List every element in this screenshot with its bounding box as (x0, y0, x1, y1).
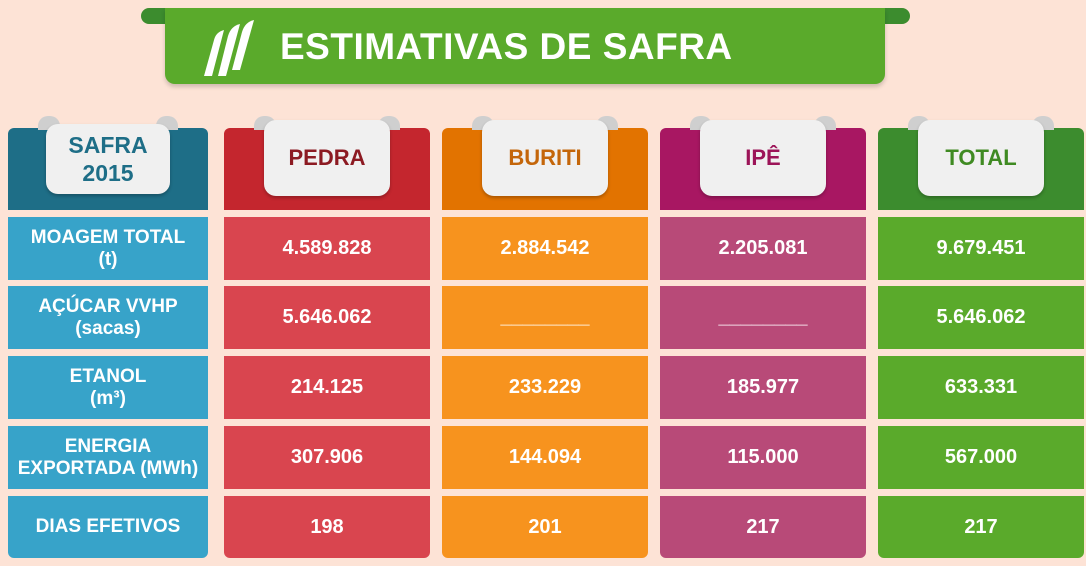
column-header-label: IPÊ (700, 120, 826, 196)
table-cell: 307.906 (224, 426, 430, 489)
table-cell: ________ (660, 286, 866, 349)
table-cell: 567.000 (878, 426, 1084, 489)
table-cell: 115.000 (660, 426, 866, 489)
row-label: AÇÚCAR VVHP (sacas) (8, 286, 208, 349)
table-cell: ________ (442, 286, 648, 349)
table-cell: 185.977 (660, 356, 866, 419)
column-header-ipe: IPÊ (660, 116, 866, 210)
table-cell: 214.125 (224, 356, 430, 419)
page-title: ESTIMATIVAS DE SAFRA (280, 26, 733, 67)
table-cell: 201 (442, 496, 648, 558)
safra-header-line1: SAFRA (68, 132, 148, 158)
title-banner: ESTIMATIVAS DE SAFRA (165, 8, 885, 84)
safra-header: SAFRA 2015 (8, 116, 208, 210)
table-cell: 2.205.081 (660, 217, 866, 280)
table-cell: 633.331 (878, 356, 1084, 419)
table-cell: 144.094 (442, 426, 648, 489)
column-header-buriti: BURITI (442, 116, 648, 210)
safra-header-line2: 2015 (82, 160, 134, 186)
table-cell: 5.646.062 (878, 286, 1084, 349)
table-cell: 217 (878, 496, 1084, 558)
column-header-label: TOTAL (918, 120, 1044, 196)
table-cell: 198 (224, 496, 430, 558)
row-label: ENERGIA EXPORTADA (MWh) (8, 426, 208, 489)
row-label: ETANOL (m³) (8, 356, 208, 419)
column-header-label: BURITI (482, 120, 608, 196)
table-cell: 4.589.828 (224, 217, 430, 280)
table-cell: 217 (660, 496, 866, 558)
safra-header-tab: SAFRA 2015 (46, 124, 170, 194)
column-header-pedra: PEDRA (224, 116, 430, 210)
column-header-total: TOTAL (878, 116, 1084, 210)
table-cell: 233.229 (442, 356, 648, 419)
table-cell: 9.679.451 (878, 217, 1084, 280)
row-label: MOAGEM TOTAL (t) (8, 217, 208, 280)
leaf-logo-icon (204, 20, 254, 76)
table-cell: 5.646.062 (224, 286, 430, 349)
table-cell: 2.884.542 (442, 217, 648, 280)
column-header-label: PEDRA (264, 120, 390, 196)
row-label: DIAS EFETIVOS (8, 496, 208, 558)
